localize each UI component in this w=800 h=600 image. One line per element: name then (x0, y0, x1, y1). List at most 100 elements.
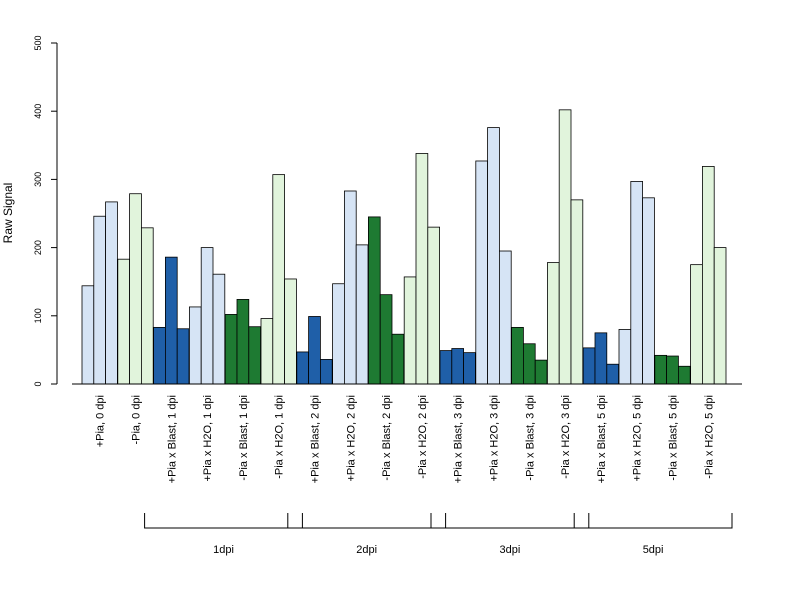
bar (415, 153, 429, 385)
bar (355, 244, 369, 385)
x-tick-label: -Pia x H2O, 1 dpi (274, 395, 286, 479)
bar (129, 193, 142, 385)
bar (558, 109, 572, 385)
bar (164, 256, 178, 385)
bar (690, 264, 703, 385)
bar-group (475, 127, 512, 385)
bar (618, 329, 632, 385)
bar (511, 326, 524, 385)
y-axis: 0 100 200 300 400 500 (33, 35, 58, 387)
bar (654, 354, 667, 385)
bar (176, 328, 190, 385)
bar-group (403, 153, 440, 385)
y-tick-label: 0 (33, 381, 43, 386)
bar (498, 250, 512, 385)
bracket-line (144, 513, 303, 529)
bar (284, 278, 297, 385)
bar-group (654, 354, 691, 385)
bar (582, 347, 596, 385)
bar (451, 348, 464, 385)
x-tick-label: -Pia x Blast, 3 dpi (524, 395, 536, 481)
bar (427, 226, 440, 385)
bar (81, 285, 95, 385)
group-bracket: 3dpi (430, 513, 590, 556)
bar (391, 333, 405, 385)
x-tick-label: +Pia x H2O, 2 dpi (345, 395, 357, 482)
bar (117, 258, 131, 385)
bar (212, 273, 226, 385)
bar (642, 197, 655, 385)
bracket-line (430, 513, 590, 529)
bar (224, 314, 238, 385)
bar (140, 227, 154, 385)
bar (93, 215, 107, 385)
y-tick-label: 400 (33, 104, 43, 119)
bar (547, 262, 560, 385)
bar (260, 318, 274, 385)
bar-group (511, 326, 548, 385)
x-tick-label: -Pia x Blast, 2 dpi (381, 395, 393, 481)
group-bracket: 2dpi (287, 513, 447, 556)
bar (332, 283, 345, 385)
bar-group (117, 193, 154, 385)
bar (105, 201, 118, 385)
bar (236, 299, 250, 385)
x-tick-label: +Pia x H2O, 5 dpi (632, 395, 644, 482)
bar (403, 276, 417, 385)
bar-group (547, 109, 584, 385)
bar-group (367, 216, 405, 385)
bar (702, 166, 715, 385)
bar (534, 359, 548, 385)
bars (81, 109, 727, 385)
y-tick-label: 100 (33, 308, 43, 323)
bar-group (153, 256, 190, 385)
bar (594, 332, 608, 385)
bar (606, 363, 619, 385)
group-brackets: 1dpi 2dpi 3dpi 5dpi (144, 513, 733, 556)
x-tick-label: +Pia x Blast, 3 dpi (453, 395, 465, 483)
x-tick-label: +Pia x Blast, 5 dpi (596, 395, 608, 483)
bar (248, 326, 262, 385)
bar-group (224, 299, 262, 385)
group-label: 2dpi (356, 544, 377, 556)
bar (439, 350, 453, 385)
x-tick-label: +Pia x Blast, 2 dpi (310, 395, 322, 483)
bar (308, 316, 321, 385)
group-label: 5dpi (643, 544, 664, 556)
y-tick-label: 500 (33, 35, 43, 50)
bar-group (582, 332, 619, 385)
bar (272, 174, 285, 385)
bar-group (260, 174, 297, 385)
group-bracket: 5dpi (573, 513, 733, 556)
bar (666, 355, 679, 385)
x-tick-label: -Pia x Blast, 1 dpi (238, 395, 250, 481)
bar (463, 352, 476, 385)
x-tick-label: -Pia x Blast, 5 dpi (668, 395, 680, 481)
bar (296, 351, 309, 385)
bar-group (618, 181, 655, 385)
bar (367, 216, 381, 385)
bar (475, 160, 488, 385)
x-tick-label: +Pia, 0 dpi (95, 395, 107, 447)
bracket-line (287, 513, 447, 529)
x-tick-label: +Pia x Blast, 1 dpi (166, 395, 178, 483)
bar-group (81, 201, 118, 385)
bar (343, 190, 357, 385)
bar-group (188, 247, 226, 385)
bar (319, 359, 333, 385)
bar (678, 365, 691, 385)
bar (200, 247, 214, 385)
bar-group (690, 166, 727, 385)
group-label: 1dpi (213, 544, 234, 556)
bar (487, 127, 500, 385)
x-tick-label: -Pia x H2O, 2 dpi (417, 395, 429, 479)
y-tick-label: 200 (33, 240, 43, 255)
x-tick-label: -Pia, 0 dpi (131, 395, 143, 445)
bracket-line (573, 513, 733, 529)
bar-group (332, 190, 369, 385)
bar (188, 306, 202, 385)
bar (630, 181, 643, 385)
bar (153, 326, 166, 385)
bar-group (439, 348, 476, 385)
